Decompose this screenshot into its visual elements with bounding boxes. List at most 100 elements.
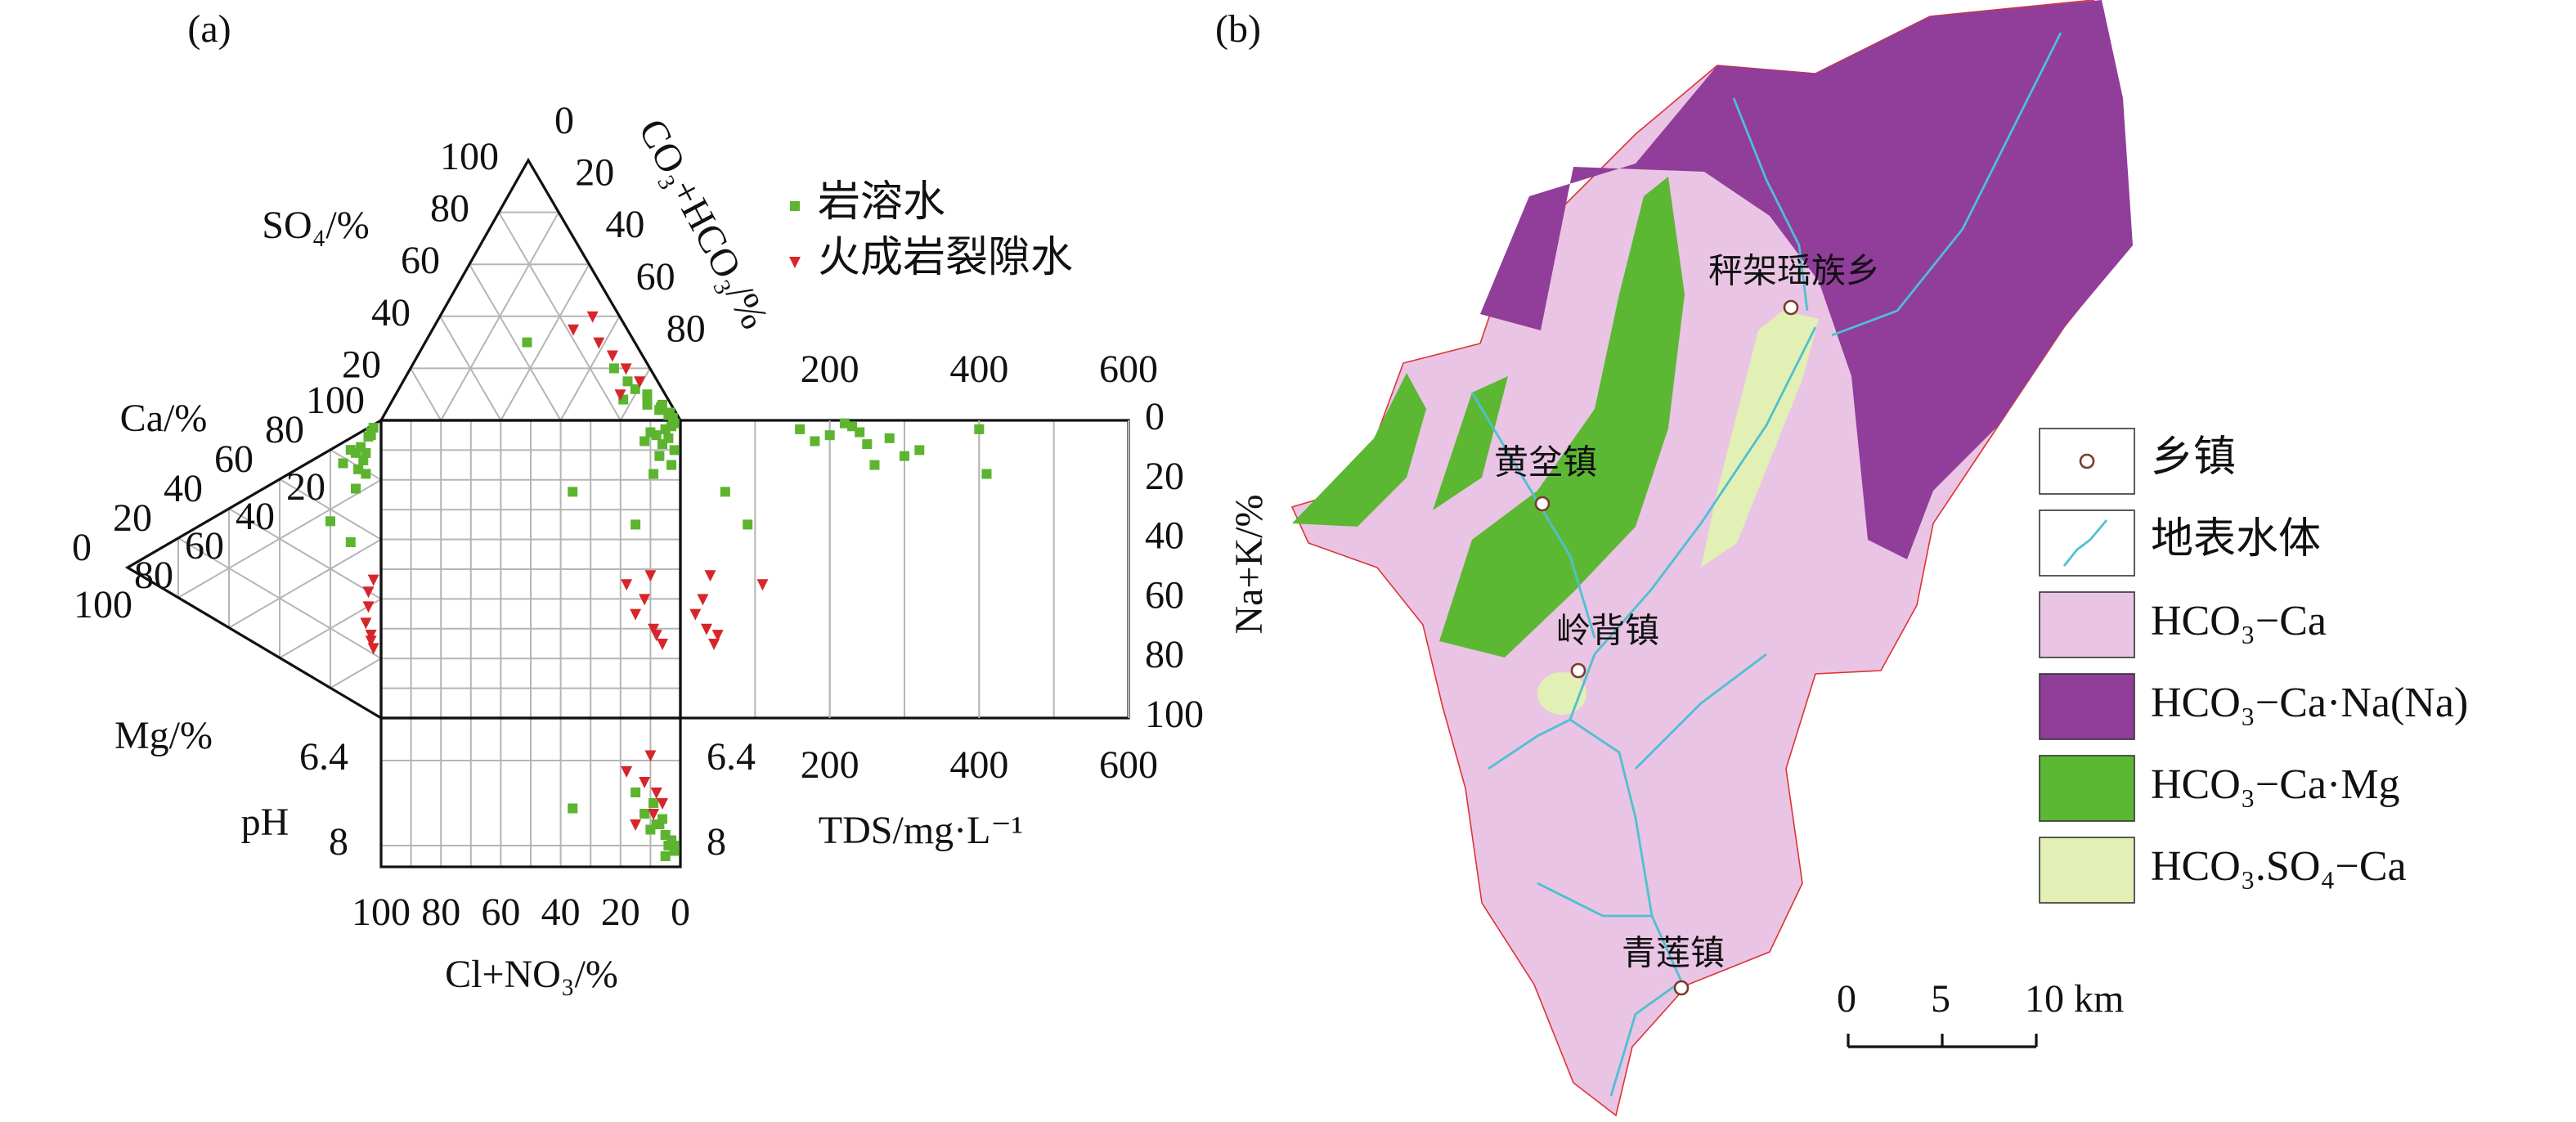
point (358, 456, 369, 465)
cl-tick-label: 40 (541, 891, 581, 934)
panel-label: (a) (187, 7, 231, 51)
mg-tick-label: 20 (286, 465, 325, 509)
cl-tick-label: 100 (352, 891, 411, 934)
point (325, 516, 335, 527)
point (361, 469, 371, 479)
tds-tick-label: 600 (1099, 348, 1158, 391)
point (648, 623, 660, 635)
na-tick-label: 0 (1145, 395, 1165, 438)
tds-tick-label: 600 (1099, 743, 1158, 787)
point (711, 630, 724, 642)
point (789, 257, 801, 268)
point (353, 464, 364, 474)
grid-line (410, 367, 442, 421)
hco3-tick-label: 40 (605, 203, 644, 246)
river (1488, 718, 1571, 770)
legend-water (2062, 519, 2108, 567)
town-marker (1570, 662, 1586, 679)
region (1439, 177, 1685, 657)
river (1635, 653, 1767, 770)
panel-label: (b) (1215, 7, 1261, 51)
point (639, 594, 651, 606)
town-label: 青莲镇 (1622, 936, 1725, 973)
point (810, 436, 820, 447)
point (362, 601, 375, 613)
point (568, 803, 578, 814)
region (1537, 672, 1586, 715)
point (869, 460, 880, 470)
point (639, 777, 651, 788)
tds-tick-label: 200 (801, 348, 859, 391)
point (648, 798, 659, 808)
point (657, 798, 669, 810)
point (361, 447, 371, 458)
point (862, 439, 873, 450)
cl-tick-label: 60 (481, 891, 520, 934)
point (640, 809, 650, 819)
hco3-tick-label: 20 (575, 151, 614, 195)
cl-tick-label: 0 (671, 891, 690, 934)
point (642, 394, 653, 405)
ca-tick-label: 0 (72, 526, 92, 569)
town-marker (1534, 496, 1551, 512)
point (981, 469, 992, 479)
point (720, 487, 730, 497)
mg-tick-label: 80 (134, 554, 173, 597)
point (700, 623, 712, 635)
tds-tick-label: 400 (949, 348, 1008, 391)
grid-line (228, 508, 382, 600)
legend-box (2039, 755, 2135, 822)
mg-tick-label: 40 (236, 495, 275, 538)
point (660, 424, 671, 434)
point (367, 574, 379, 586)
na-tick-label: 20 (1145, 455, 1184, 498)
point (365, 635, 377, 648)
point (708, 639, 720, 650)
point (855, 427, 865, 438)
point (640, 436, 650, 447)
so4-tick-label: 40 (371, 291, 411, 334)
point (839, 418, 850, 429)
na-tick-label: 60 (1145, 573, 1184, 617)
point (884, 433, 895, 443)
legend-label: 乡镇 (2151, 434, 2236, 481)
scale-label: 5 (1931, 977, 1950, 1021)
legend-label: 地表水体 (2151, 516, 2321, 563)
point (345, 537, 356, 547)
hco3-tick-label: 80 (666, 307, 706, 350)
point (362, 586, 375, 599)
region (1292, 373, 1426, 527)
point (360, 617, 372, 630)
point (657, 639, 669, 650)
axis-title: Mg/% (114, 714, 213, 757)
point (790, 201, 800, 211)
axis-title: Ca/% (120, 397, 208, 440)
point (338, 458, 348, 469)
point (689, 608, 702, 621)
point (704, 570, 716, 582)
point (621, 579, 633, 591)
so4-tick-label: 80 (430, 187, 469, 231)
legend-label: 火成岩裂隙水 (818, 235, 1073, 281)
region (1480, 0, 2133, 559)
point (568, 324, 580, 336)
point (621, 766, 633, 778)
point (645, 427, 656, 438)
point (644, 570, 657, 582)
ca-tick-label: 40 (164, 467, 203, 510)
grid-line (330, 657, 382, 689)
axis-title: pH (241, 801, 289, 844)
legend-box (2039, 591, 2135, 658)
point (697, 594, 709, 606)
ca-tick-label: 100 (306, 379, 365, 422)
point (974, 424, 985, 434)
tds-tick-label: 400 (949, 743, 1008, 787)
so4-tick-label: 20 (342, 343, 381, 386)
ph-tick-label: 6.4 (707, 735, 756, 779)
scale-label: 0 (1837, 977, 1856, 1021)
hco3-tick-label: 60 (636, 255, 675, 298)
legend-label: 岩溶水 (818, 179, 945, 226)
point (654, 451, 665, 461)
